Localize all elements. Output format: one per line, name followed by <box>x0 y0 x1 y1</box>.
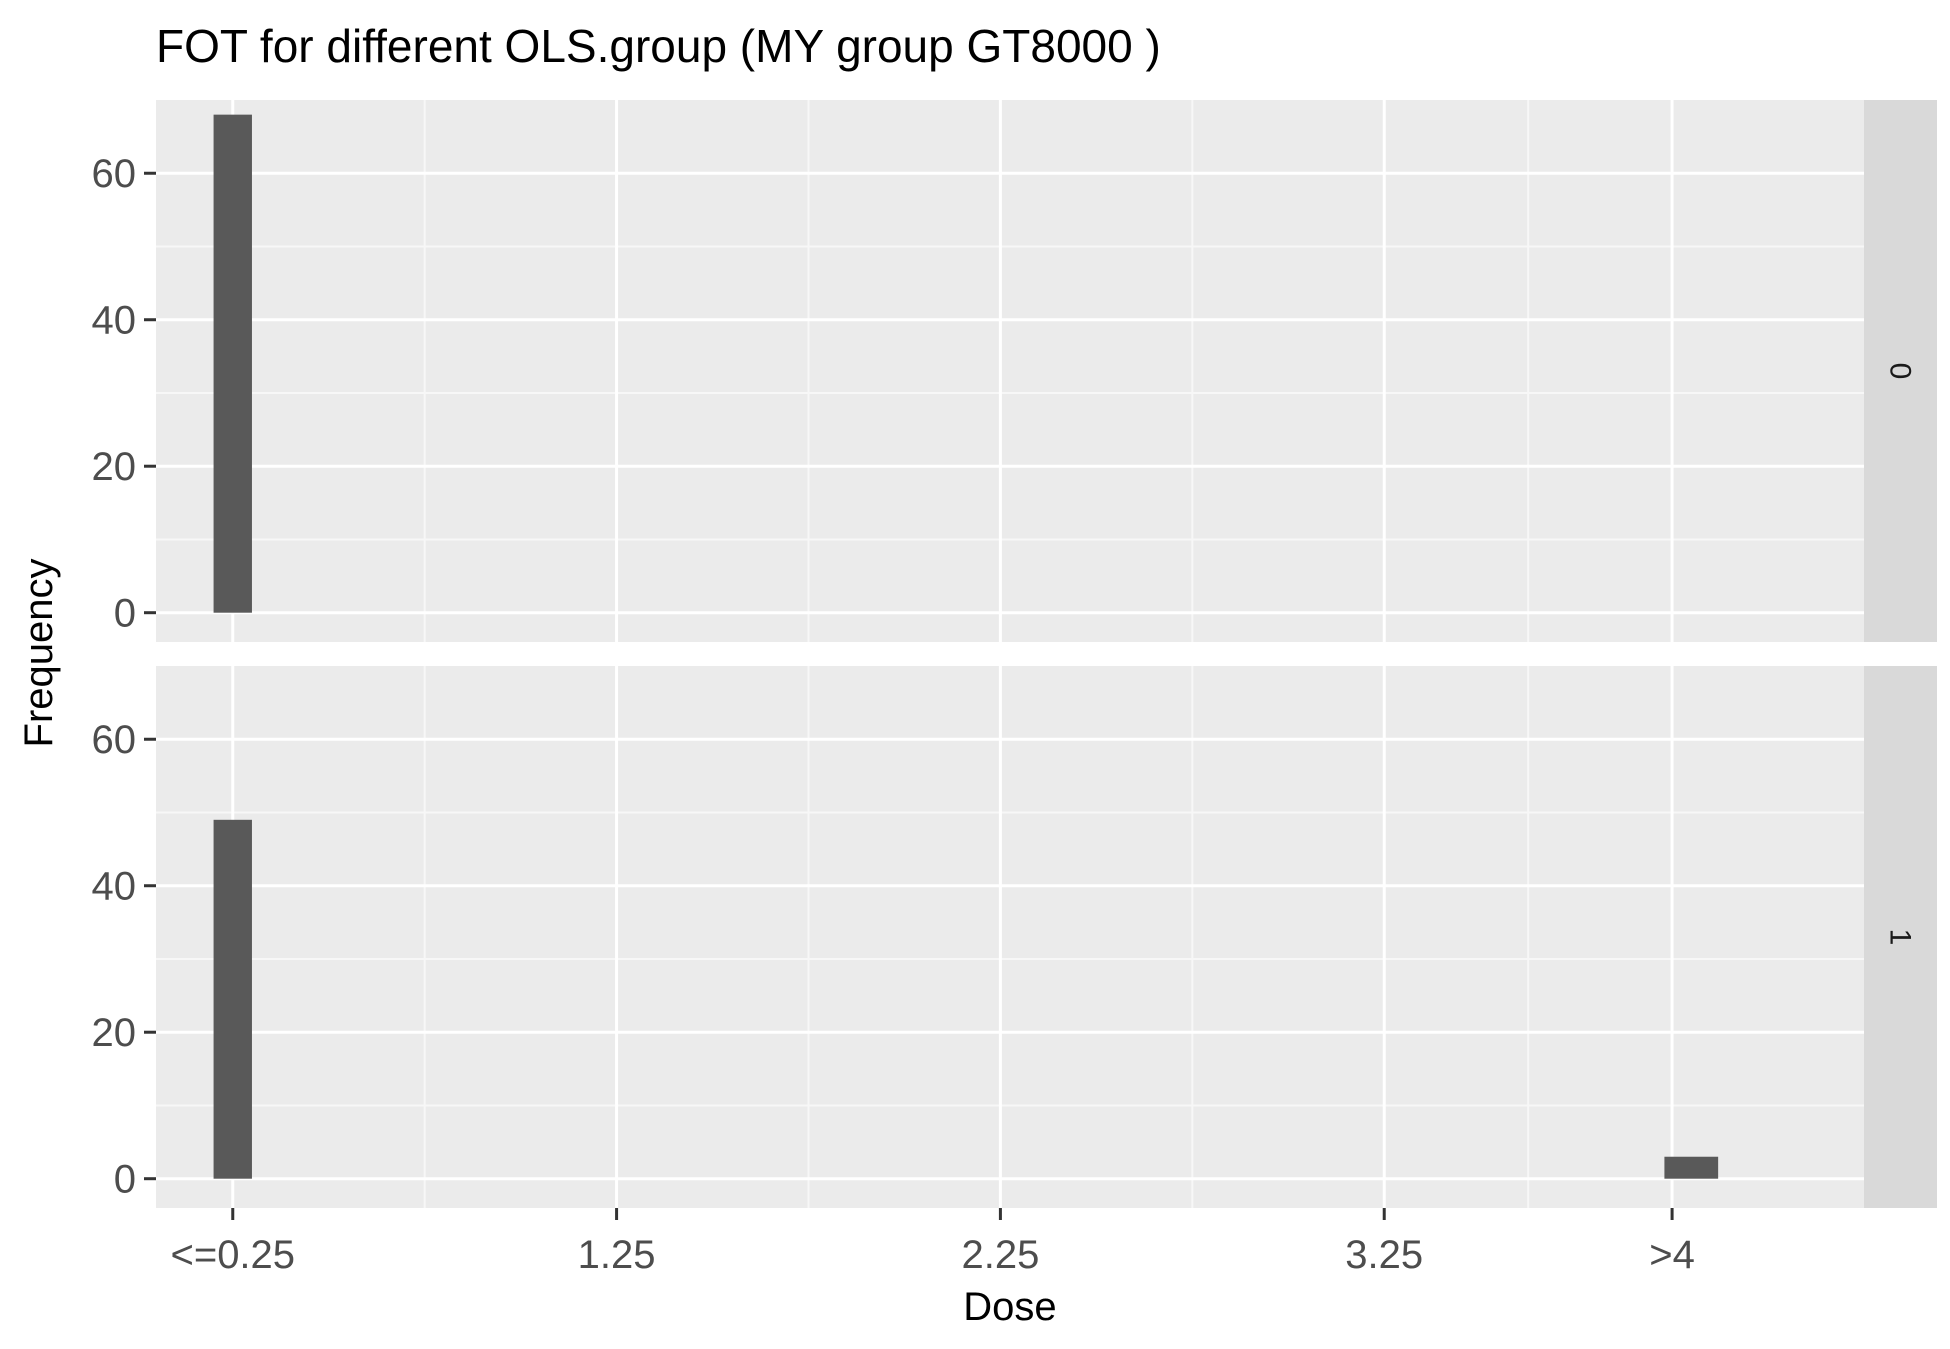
histogram-bar <box>213 819 252 1179</box>
histogram-bar <box>213 114 252 613</box>
histogram-bar <box>1664 1156 1719 1179</box>
x-tick-label: >4 <box>1649 1233 1695 1277</box>
facet-strip-label: 1 <box>1884 929 1917 946</box>
y-tick-label: 0 <box>114 592 136 636</box>
x-tick-label: 3.25 <box>1345 1233 1423 1277</box>
y-tick-label: 40 <box>92 865 137 909</box>
x-tick-label: 2.25 <box>961 1233 1039 1277</box>
x-axis-title: Dose <box>963 1285 1056 1329</box>
facet-strip-label: 0 <box>1884 363 1917 380</box>
chart-title: FOT for different OLS.group (MY group GT… <box>156 20 1161 72</box>
x-tick-label: <=0.25 <box>170 1233 295 1277</box>
y-axis-title: Frequency <box>17 559 61 748</box>
y-tick-label: 20 <box>92 445 137 489</box>
facet-panel-1: 0 20 40 60 1 <box>92 666 1937 1208</box>
y-tick-label: 40 <box>92 299 137 343</box>
facet-strip <box>1864 666 1937 1208</box>
facet-panels: 0 20 40 60 0 0 20 40 60 1 <=0.25 1.25 2.25 3.25 >4 <box>92 100 1937 1277</box>
y-tick-label: 0 <box>114 1158 136 1202</box>
y-tick-label: 20 <box>92 1011 137 1055</box>
panel-background <box>156 100 1864 642</box>
y-tick-label: 60 <box>92 152 137 196</box>
panel-background <box>156 666 1864 1208</box>
facet-strip <box>1864 100 1937 642</box>
x-tick-label: 1.25 <box>578 1233 656 1277</box>
facet-panel-0: 0 20 40 60 0 <box>92 100 1937 642</box>
y-tick-label: 60 <box>92 718 137 762</box>
